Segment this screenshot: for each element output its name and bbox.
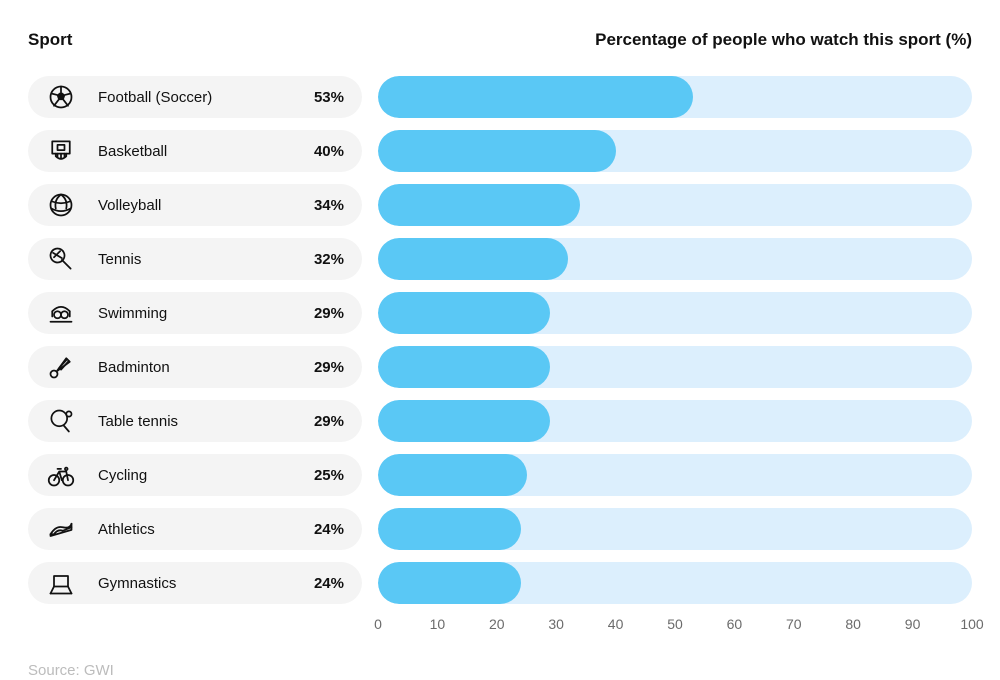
chart-header: Sport Percentage of people who watch thi… <box>28 30 972 50</box>
sport-name: Badminton <box>98 359 314 376</box>
athletics-icon <box>46 514 76 544</box>
axis-tick: 90 <box>905 616 921 632</box>
bar-fill <box>378 562 521 604</box>
row-label-region: Cycling25% <box>28 454 362 496</box>
header-sport-label: Sport <box>28 30 72 50</box>
bar-fill <box>378 454 527 496</box>
bar-fill <box>378 76 693 118</box>
row-label-region: Badminton29% <box>28 346 362 388</box>
table-row: Tennis32% <box>28 238 972 280</box>
bar-fill <box>378 292 550 334</box>
sport-percentage: 29% <box>314 305 344 322</box>
bar-fill <box>378 400 550 442</box>
axis-tick: 10 <box>430 616 446 632</box>
sport-percentage: 25% <box>314 467 344 484</box>
table-row: Badminton29% <box>28 346 972 388</box>
x-axis: 0102030405060708090100 <box>378 616 972 636</box>
row-label-region: Swimming29% <box>28 292 362 334</box>
sport-percentage: 40% <box>314 143 344 160</box>
sport-percentage: 29% <box>314 359 344 376</box>
badminton-icon <box>46 352 76 382</box>
row-label-region: Volleyball34% <box>28 184 362 226</box>
row-label-region: Table tennis29% <box>28 400 362 442</box>
row-label-region: Athletics24% <box>28 508 362 550</box>
axis-tick: 40 <box>608 616 624 632</box>
sport-name: Cycling <box>98 467 314 484</box>
sport-name: Gymnastics <box>98 575 314 592</box>
bar-fill <box>378 508 521 550</box>
axis-tick: 20 <box>489 616 505 632</box>
source-label: Source: GWI <box>28 662 972 679</box>
sport-name: Tennis <box>98 251 314 268</box>
sport-percentage: 32% <box>314 251 344 268</box>
sport-percentage: 34% <box>314 197 344 214</box>
sport-percentage: 53% <box>314 89 344 106</box>
row-label-region: Football (Soccer)53% <box>28 76 362 118</box>
table-row: Football (Soccer)53% <box>28 76 972 118</box>
axis-tick: 60 <box>727 616 743 632</box>
chart-rows-container: Football (Soccer)53% Basketball40% Volleyb… <box>28 76 972 604</box>
bar-fill <box>378 346 550 388</box>
header-percentage-label: Percentage of people who watch this spor… <box>595 30 972 50</box>
table-row: Athletics24% <box>28 508 972 550</box>
axis-tick: 70 <box>786 616 802 632</box>
bar-track <box>378 238 972 280</box>
sport-name: Athletics <box>98 521 314 538</box>
bar-track <box>378 130 972 172</box>
axis-tick: 100 <box>960 616 983 632</box>
sport-name: Volleyball <box>98 197 314 214</box>
soccer-icon <box>46 82 76 112</box>
tabletennis-icon <box>46 406 76 436</box>
bar-track <box>378 292 972 334</box>
row-label-region: Gymnastics24% <box>28 562 362 604</box>
gymnastics-icon <box>46 568 76 598</box>
table-row: Swimming29% <box>28 292 972 334</box>
sport-percentage: 24% <box>314 575 344 592</box>
bar-track <box>378 184 972 226</box>
axis-tick: 30 <box>548 616 564 632</box>
tennis-icon <box>46 244 76 274</box>
table-row: Table tennis29% <box>28 400 972 442</box>
bar-fill <box>378 238 568 280</box>
sport-name: Basketball <box>98 143 314 160</box>
bar-track <box>378 76 972 118</box>
table-row: Gymnastics24% <box>28 562 972 604</box>
table-row: Volleyball34% <box>28 184 972 226</box>
axis-tick: 50 <box>667 616 683 632</box>
axis-tick: 80 <box>845 616 861 632</box>
bar-track <box>378 346 972 388</box>
table-row: Basketball40% <box>28 130 972 172</box>
sport-percentage: 29% <box>314 413 344 430</box>
sport-name: Table tennis <box>98 413 314 430</box>
table-row: Cycling25% <box>28 454 972 496</box>
row-label-region: Tennis32% <box>28 238 362 280</box>
bar-track <box>378 400 972 442</box>
bar-track <box>378 562 972 604</box>
sport-percentage: 24% <box>314 521 344 538</box>
swimming-icon <box>46 298 76 328</box>
cycling-icon <box>46 460 76 490</box>
bar-track <box>378 454 972 496</box>
sport-name: Swimming <box>98 305 314 322</box>
bar-track <box>378 508 972 550</box>
basketball-icon <box>46 136 76 166</box>
bar-fill <box>378 130 616 172</box>
sport-name: Football (Soccer) <box>98 89 314 106</box>
bar-fill <box>378 184 580 226</box>
row-label-region: Basketball40% <box>28 130 362 172</box>
volleyball-icon <box>46 190 76 220</box>
axis-tick: 0 <box>374 616 382 632</box>
